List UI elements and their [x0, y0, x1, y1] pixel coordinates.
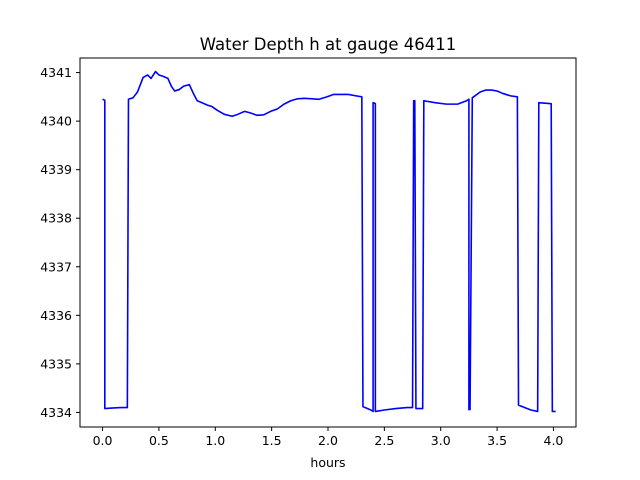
- x-tick-label: 0.0: [93, 433, 113, 448]
- y-tick-label: 4334: [40, 405, 72, 420]
- y-axis: 4334 4335 4336 4337 4338 4339 4340 4341: [40, 65, 80, 420]
- x-tick-label: 1.0: [205, 433, 225, 448]
- x-tick-label: 2.0: [318, 433, 338, 448]
- plot-frame: [79, 57, 577, 428]
- y-tick-label: 4337: [40, 259, 72, 274]
- y-tick-label: 4339: [40, 162, 72, 177]
- chart-title: Water Depth h at gauge 46411: [200, 35, 456, 54]
- x-tick-label: 4.0: [544, 433, 564, 448]
- y-tick-label: 4340: [40, 114, 72, 129]
- y-tick-label: 4336: [40, 308, 72, 323]
- x-tick-label: 1.5: [262, 433, 282, 448]
- x-tick-label: 0.5: [149, 433, 169, 448]
- x-tick-label: 3.5: [487, 433, 507, 448]
- x-tick-label: 3.0: [431, 433, 451, 448]
- x-axis: 0.0 0.5 1.0 1.5 2.0 2.5 3.0 3.5 4.0: [93, 427, 564, 448]
- y-tick-label: 4338: [40, 211, 72, 226]
- series-line: [102, 70, 556, 413]
- x-axis-label: hours: [310, 455, 345, 470]
- y-tick-label: 4335: [40, 356, 72, 371]
- x-tick-label: 2.5: [374, 433, 394, 448]
- y-tick-label: 4341: [40, 65, 72, 80]
